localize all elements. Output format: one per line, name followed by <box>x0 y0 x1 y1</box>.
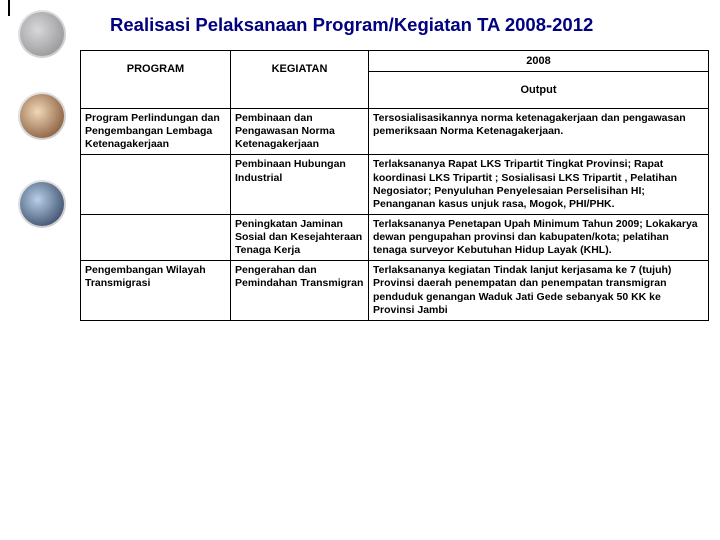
cell-kegiatan: Pembinaan Hubungan Industrial <box>231 155 369 215</box>
cell-output: Terlaksananya Penetapan Upah Minimum Tah… <box>369 214 709 260</box>
cell-kegiatan: Pengerahan dan Pemindahan Transmigran <box>231 261 369 321</box>
table-row: Pembinaan Hubungan Industrial Terlaksana… <box>81 155 709 215</box>
cell-program <box>81 155 231 215</box>
decor-icon-1 <box>18 10 66 58</box>
cell-kegiatan: Peningkatan Jaminan Sosial dan Kesejahte… <box>231 214 369 260</box>
decor-icon-2 <box>18 92 66 140</box>
header-program: PROGRAM <box>81 51 231 109</box>
main-table-wrap: PROGRAM KEGIATAN 2008 Output Program Per… <box>80 50 708 321</box>
table-row: Program Perlindungan dan Pengembangan Le… <box>81 109 709 155</box>
cell-program: Pengembangan Wilayah Transmigrasi <box>81 261 231 321</box>
page-title: Realisasi Pelaksanaan Program/Kegiatan T… <box>110 14 593 36</box>
main-table: PROGRAM KEGIATAN 2008 Output Program Per… <box>80 50 709 321</box>
side-decoration <box>0 0 70 540</box>
cell-output: Terlaksananya Rapat LKS Tripartit Tingka… <box>369 155 709 215</box>
year-cell: 2008 <box>369 51 709 72</box>
side-bar-accent <box>8 0 10 16</box>
cell-output: Terlaksananya kegiatan Tindak lanjut ker… <box>369 261 709 321</box>
header-kegiatan: KEGIATAN <box>231 51 369 109</box>
decor-icon-3 <box>18 180 66 228</box>
year-row: PROGRAM KEGIATAN 2008 <box>81 51 709 72</box>
cell-program: Program Perlindungan dan Pengembangan Le… <box>81 109 231 155</box>
cell-kegiatan: Pembinaan dan Pengawasan Norma Ketenagak… <box>231 109 369 155</box>
table-row: Peningkatan Jaminan Sosial dan Kesejahte… <box>81 214 709 260</box>
header-output: Output <box>369 72 709 109</box>
cell-output: Tersosialisasikannya norma ketenagakerja… <box>369 109 709 155</box>
cell-program <box>81 214 231 260</box>
table-row: Pengembangan Wilayah Transmigrasi Penger… <box>81 261 709 321</box>
